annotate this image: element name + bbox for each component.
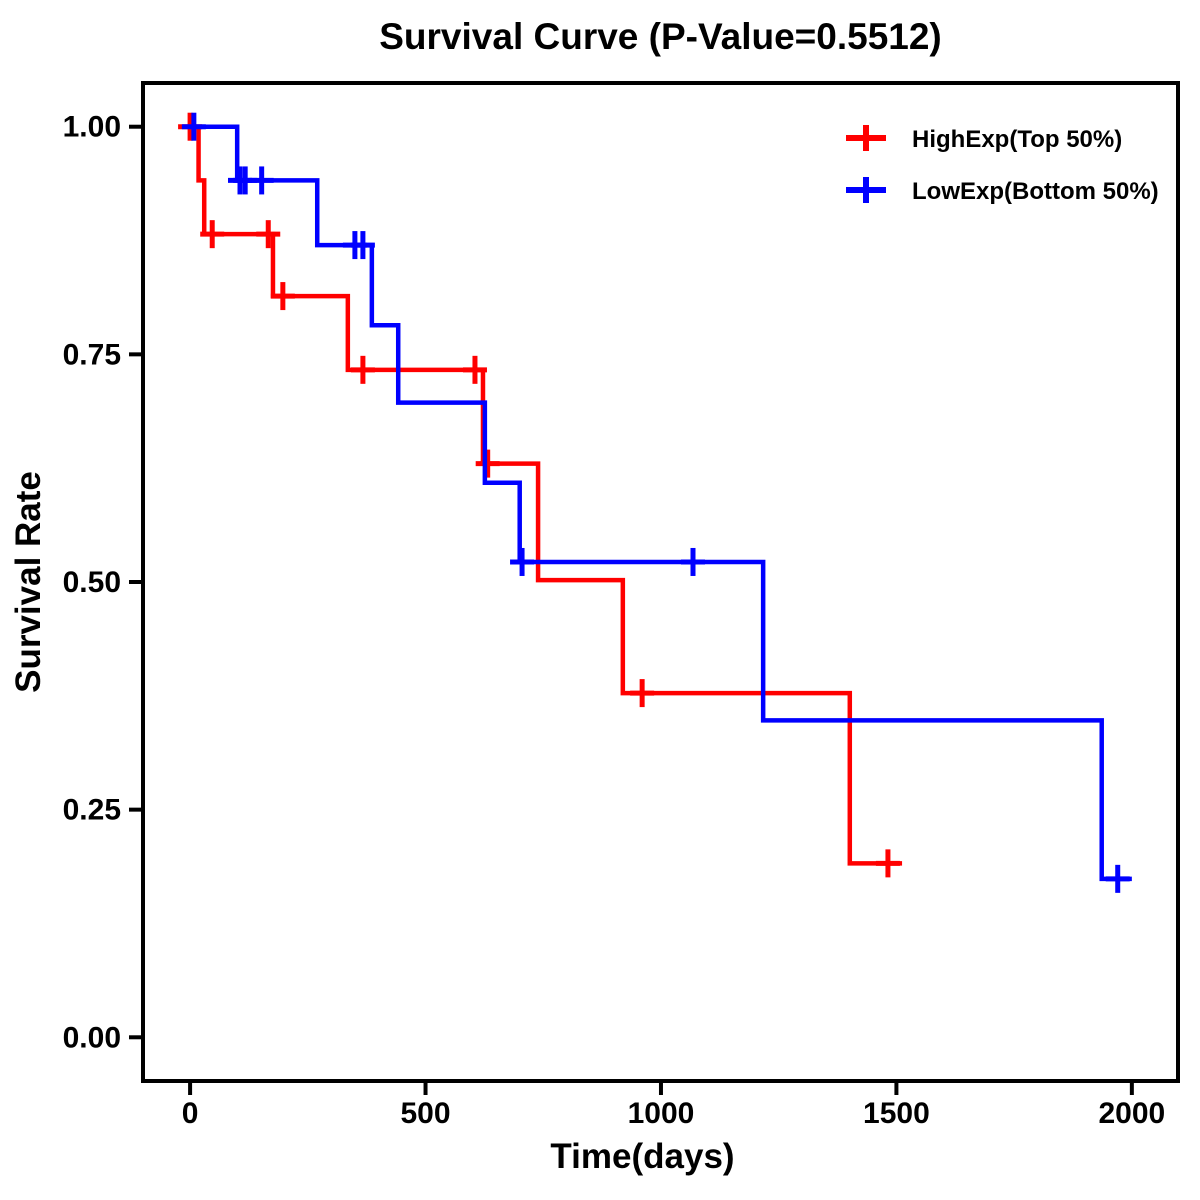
chart-title: Survival Curve (P-Value=0.5512) (379, 16, 942, 57)
x-axis-tick-label: 0 (182, 1097, 199, 1130)
x-axis-tick-label: 2000 (1098, 1097, 1165, 1130)
y-axis-tick-label: 0.25 (63, 794, 121, 827)
plot-frame (141, 81, 1180, 1083)
y-axis-title: Survival Rate (9, 471, 48, 693)
y-axis-tick-label: 1.00 (63, 111, 121, 144)
x-axis-tick-label: 500 (400, 1097, 450, 1130)
km-curve-series-1 (190, 124, 1132, 882)
legend-label-series-0: HighExp(Top 50%) (912, 126, 1122, 153)
km-curve-series-0 (190, 124, 903, 866)
legend-label-series-1: LowExp(Bottom 50%) (912, 178, 1159, 205)
y-axis-tick-label: 0.50 (63, 566, 121, 599)
y-axis-tick-label: 0.00 (63, 1021, 121, 1054)
y-axis-tick-label: 0.75 (63, 338, 121, 371)
x-axis-title: Time(days) (550, 1137, 734, 1176)
x-axis-tick-label: 1000 (628, 1097, 695, 1130)
x-axis-tick-label: 1500 (863, 1097, 930, 1130)
